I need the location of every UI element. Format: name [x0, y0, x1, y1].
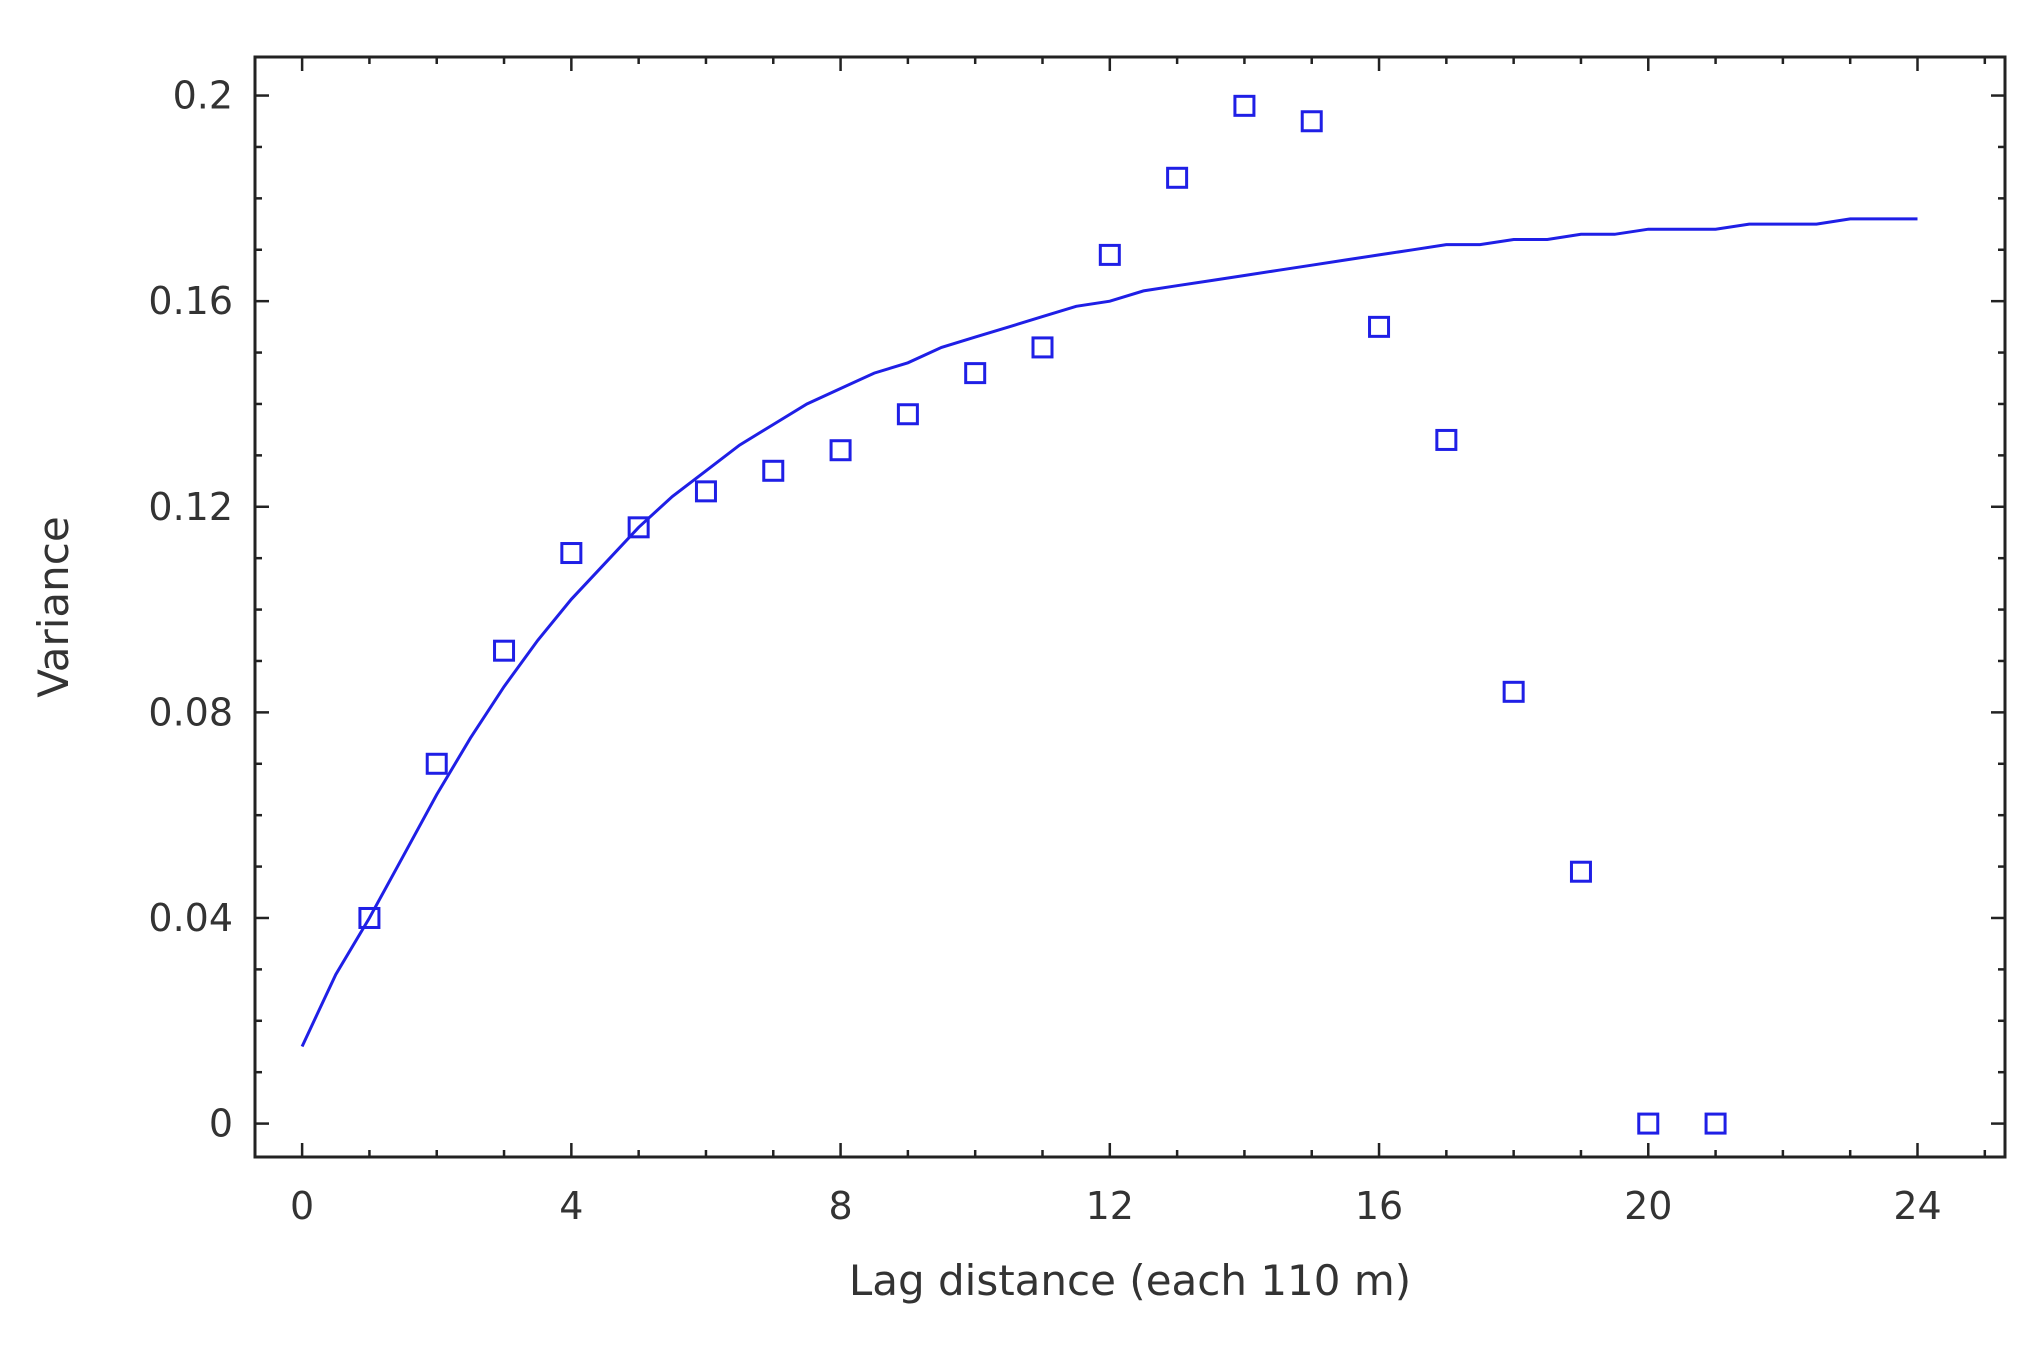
y-tick-label: 0.2	[173, 74, 233, 118]
data-point	[1300, 110, 1323, 133]
data-point	[694, 480, 717, 503]
fitted-model-curve	[300, 217, 1918, 1048]
data-point	[896, 403, 919, 426]
data-point	[1233, 94, 1256, 117]
x-tick-label: 16	[1355, 1184, 1403, 1228]
tick-labels-layer: 0 4 8 12 16 20 24 0 0.04 0.08 0.12 0.16 0.2	[148, 74, 1941, 1228]
data-point	[1502, 680, 1525, 703]
x-tick-label: 8	[828, 1184, 852, 1228]
x-tick-label: 4	[559, 1184, 583, 1228]
data-point	[1435, 428, 1458, 451]
data-point	[627, 516, 650, 539]
data-point	[964, 362, 987, 385]
x-tick-label: 24	[1893, 1184, 1941, 1228]
y-axis-title: Variance	[29, 516, 78, 697]
y-tick-label: 0	[209, 1102, 233, 1146]
curve-layer	[300, 217, 1918, 1048]
y-tick-label: 0.04	[148, 896, 233, 940]
x-tick-label: 12	[1086, 1184, 1134, 1228]
x-axis-title: Lag distance (each 110 m)	[849, 1256, 1411, 1305]
y-tick-label: 0.16	[148, 279, 233, 323]
data-point	[1166, 166, 1189, 189]
data-point	[560, 542, 583, 565]
x-tick-label: 20	[1624, 1184, 1672, 1228]
data-point	[1368, 315, 1391, 338]
plot-frame	[253, 55, 2007, 1159]
data-point	[1031, 336, 1054, 359]
data-point	[425, 752, 448, 775]
ticks-layer	[255, 57, 2005, 1157]
data-point	[1569, 860, 1592, 883]
x-tick-label: 0	[290, 1184, 314, 1228]
data-point	[762, 459, 785, 482]
data-point	[358, 906, 381, 929]
data-point	[1637, 1112, 1660, 1135]
data-point	[1704, 1112, 1727, 1135]
data-point	[1098, 243, 1121, 266]
data-point	[493, 639, 516, 662]
data-point	[829, 439, 852, 462]
y-tick-label: 0.12	[148, 485, 233, 529]
y-tick-label: 0.08	[148, 690, 233, 734]
points-layer	[358, 94, 1727, 1135]
